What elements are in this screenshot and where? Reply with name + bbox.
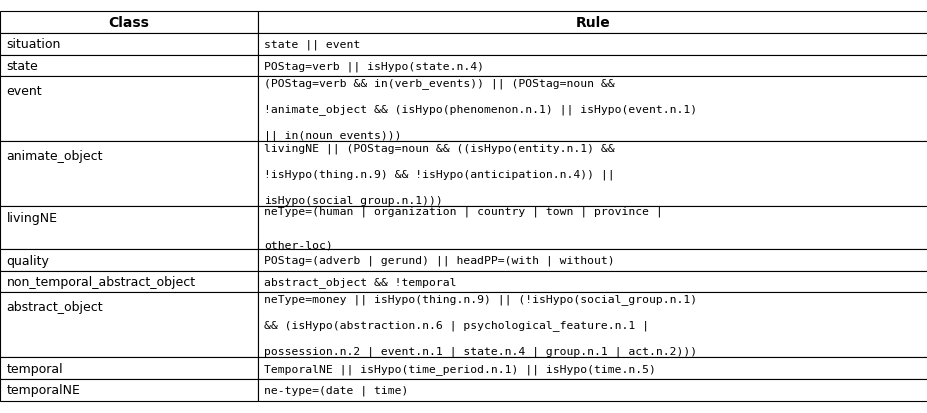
Bar [0,379,258,401]
Bar [258,379,927,401]
Bar [0,358,258,379]
Text: && (isHypo(abstraction.n.6 | psychological_feature.n.1 |: && (isHypo(abstraction.n.6 | psychologic… [264,320,649,330]
Text: situation: situation [6,38,61,51]
Bar [0,206,258,249]
Text: state: state [6,60,38,73]
Bar [0,34,258,55]
Bar [0,249,258,271]
Text: !animate_object && (isHypo(phenomenon.n.1) || isHypo(event.n.1): !animate_object && (isHypo(phenomenon.n.… [264,104,697,115]
Text: livingNE: livingNE [6,212,57,225]
Text: event: event [6,85,42,98]
Text: || in(noun_events))): || in(noun_events))) [264,130,401,141]
Bar [0,77,258,142]
Bar [258,77,927,142]
Text: possession.n.2 | event.n.1 | state.n.4 | group.n.1 | act.n.2))): possession.n.2 | event.n.1 | state.n.4 |… [264,346,697,356]
Text: temporal: temporal [6,362,63,375]
Text: !isHypo(thing.n.9) && !isHypo(anticipation.n.4)) ||: !isHypo(thing.n.9) && !isHypo(anticipati… [264,169,615,179]
Text: livingNE || (POStag=noun && ((isHypo(entity.n.1) &&: livingNE || (POStag=noun && ((isHypo(ent… [264,143,615,154]
Bar [0,55,258,77]
Text: abstract_object: abstract_object [6,301,103,313]
Text: isHypo(social_group.n.1))): isHypo(social_group.n.1))) [264,195,443,206]
Text: other-loc): other-loc) [264,240,333,250]
Bar [258,206,927,249]
Bar [258,142,927,206]
Bar [258,55,927,77]
Text: non_temporal_abstract_object: non_temporal_abstract_object [6,275,196,288]
Bar [258,249,927,271]
Text: quality: quality [6,254,49,267]
Bar [258,12,927,34]
Text: (POStag=verb && in(verb_events)) || (POStag=noun &&: (POStag=verb && in(verb_events)) || (POS… [264,78,615,89]
Text: temporalNE: temporalNE [6,383,81,396]
Bar [258,293,927,358]
Text: POStag=(adverb | gerund) || headPP=(with | without): POStag=(adverb | gerund) || headPP=(with… [264,255,615,266]
Text: state || event: state || event [264,40,361,50]
Bar [0,293,258,358]
Bar [0,271,258,293]
Text: animate_object: animate_object [6,150,103,163]
Text: Rule: Rule [575,16,610,30]
Text: Class: Class [108,16,149,30]
Bar [0,142,258,206]
Text: POStag=verb || isHypo(state.n.4): POStag=verb || isHypo(state.n.4) [264,61,484,71]
Text: neType=(human | organization | country | town | province |: neType=(human | organization | country |… [264,206,663,216]
Text: neType=money || isHypo(thing.n.9) || (!isHypo(social_group.n.1): neType=money || isHypo(thing.n.9) || (!i… [264,294,697,305]
Bar [258,34,927,55]
Text: ne-type=(date | time): ne-type=(date | time) [264,385,409,395]
Bar [258,358,927,379]
Text: abstract_object && !temporal: abstract_object && !temporal [264,277,456,287]
Bar [0,12,258,34]
Bar [258,271,927,293]
Text: TemporalNE || isHypo(time_period.n.1) || isHypo(time.n.5): TemporalNE || isHypo(time_period.n.1) ||… [264,363,655,374]
